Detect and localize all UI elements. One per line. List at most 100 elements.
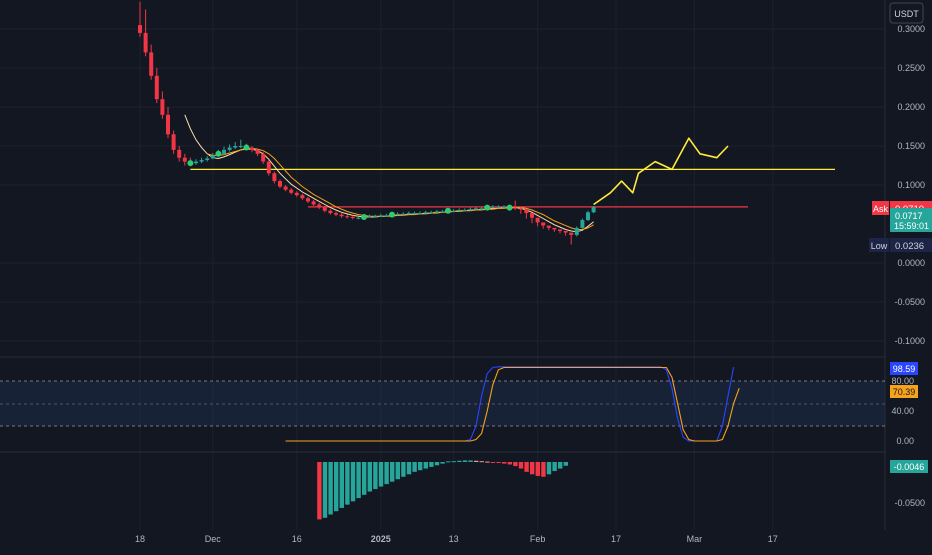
candle [580,218,585,229]
candle [199,157,204,164]
projection-drawing[interactable] [593,137,729,206]
macd-bar [462,460,468,462]
candle-body [406,213,411,215]
currency-badge[interactable]: USDT [889,2,924,24]
candle [502,205,506,209]
candle-body [255,149,260,154]
macd-bar [434,462,440,466]
macd-bar [541,462,546,477]
candle-body [569,232,574,235]
candle-body [210,155,215,159]
candle [462,208,467,212]
candle-body [401,213,406,215]
candle [558,229,562,234]
candle-body [518,208,523,210]
ask-label: Ask [873,204,889,214]
macd-bar [485,461,490,463]
candle [278,179,282,189]
stoch-k-badge: 98.59 [890,362,918,375]
candle-body [468,209,473,211]
candle [311,199,316,207]
candle [266,160,271,176]
candle-body [373,216,378,218]
candle-body [283,186,288,190]
stoch-axis[interactable]: 80.00 40.00 0.00 [891,376,914,446]
candle-body [278,181,282,187]
candle-body [591,207,596,213]
candle [306,196,310,203]
macd-bar [474,460,479,462]
candle [552,227,557,232]
candle [474,206,478,210]
candle [300,193,305,200]
candle [182,153,187,166]
time-tick-label: 17 [768,534,778,544]
candle [160,91,165,119]
candle [283,185,288,192]
time-axis[interactable]: 18 Dec 16 2025 13 Feb 17 Mar 17 [135,534,778,544]
candle [149,44,154,80]
candle-body [479,208,484,210]
candle-body [378,215,383,217]
macd-bar [513,462,518,467]
macd-bar [507,462,512,465]
macd-bar [345,462,350,505]
candle [166,107,170,139]
macd-box [890,460,928,473]
candle [586,210,590,221]
macd-bar [558,462,563,469]
candle [524,209,529,219]
candle [530,213,534,224]
candle-body [490,206,495,208]
signal-dot [484,204,491,211]
price-axis[interactable]: 0.3000 0.2500 0.2000 0.1500 0.1000 0.0000 -0.0… [894,24,925,346]
macd-bar [390,462,395,482]
candle [205,156,210,162]
stoch-tick-label: 0.00 [896,436,914,446]
stoch-tick-label: 80.00 [891,376,914,386]
macd-bar [350,462,356,502]
candle [238,139,243,149]
macd-bar [457,460,462,462]
candle-body [334,213,338,215]
candle [518,206,523,214]
low-value-box [890,238,932,252]
candle [227,144,232,152]
candle [177,146,182,162]
candle-body [199,160,204,162]
ma-slow-line [207,147,594,230]
candle [384,213,389,217]
candle-body [250,147,254,150]
candle-body [177,149,182,158]
candle [356,216,361,220]
macd-bar [384,462,389,485]
candle-body [317,204,322,208]
signal-dot [187,160,194,167]
macd-bar [362,462,367,495]
time-tick-label: 13 [449,534,459,544]
macd-axis[interactable]: -0.0500 [894,498,925,508]
macd-bar [423,462,428,469]
candle [322,206,327,213]
candle-body [429,212,434,214]
candle-body [502,206,506,208]
candle-body [272,173,277,182]
signal-dot [506,204,513,211]
time-tick-label: Dec [205,534,222,544]
candle [154,68,159,104]
candle [222,146,226,156]
candle [406,211,411,215]
macd-bar [322,462,328,518]
price-tick-label: -0.1000 [894,336,925,346]
candle [434,209,439,214]
candle [429,210,434,214]
candle [171,130,176,154]
candle-body [535,217,540,223]
candle [373,214,378,218]
projection-curve[interactable] [593,137,729,206]
macd-bar [468,460,473,462]
candle-body [440,211,445,213]
stoch-d-line [285,366,740,442]
